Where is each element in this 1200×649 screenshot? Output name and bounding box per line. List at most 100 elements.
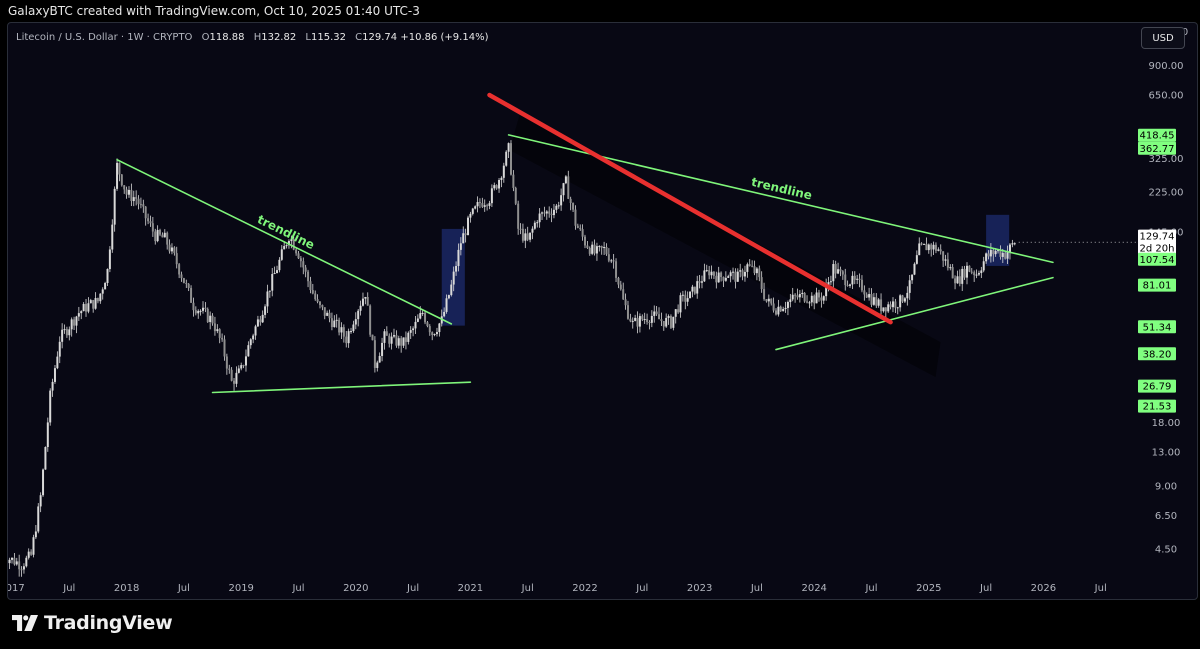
candle-body-18 bbox=[44, 447, 47, 470]
candle-body-40 bbox=[96, 298, 99, 302]
candle-body-422 bbox=[1008, 244, 1011, 253]
candle-body-94 bbox=[225, 356, 228, 369]
candle-body-84 bbox=[202, 307, 204, 311]
candle-body-192 bbox=[459, 243, 462, 250]
y-tick-label-3: 325.00 bbox=[1149, 154, 1184, 165]
candle-body-161 bbox=[385, 331, 388, 336]
candle-body-21 bbox=[51, 381, 54, 391]
candle-body-72 bbox=[173, 247, 176, 254]
candle-body-401 bbox=[958, 276, 961, 284]
candle-body-421 bbox=[1006, 252, 1009, 259]
x-tick-label-19: Jul bbox=[1094, 583, 1107, 594]
price-tag-bg-5 bbox=[1138, 278, 1176, 292]
candle-body-193 bbox=[462, 233, 465, 244]
candle-body-372 bbox=[889, 304, 892, 308]
x-tick-label-10: 2022 bbox=[572, 583, 597, 594]
candle-body-146 bbox=[350, 331, 353, 333]
candle-body-257 bbox=[615, 261, 618, 278]
candle-body-297 bbox=[710, 271, 713, 276]
candle-body-73 bbox=[175, 253, 178, 265]
candle-body-207 bbox=[495, 185, 498, 189]
candle-body-102 bbox=[244, 356, 247, 366]
candle-body-275 bbox=[658, 314, 661, 320]
candle-body-293 bbox=[700, 281, 703, 283]
candle-body-70 bbox=[168, 244, 171, 252]
candle-body-311 bbox=[743, 271, 746, 277]
candle-body-235 bbox=[562, 183, 565, 196]
candle-body-279 bbox=[667, 316, 670, 318]
candle-body-262 bbox=[626, 305, 629, 319]
price-tag-0: 418.45 bbox=[1140, 131, 1175, 142]
candle-body-150 bbox=[359, 305, 362, 311]
candle-body-357 bbox=[853, 275, 856, 280]
candle-body-402 bbox=[961, 268, 964, 284]
candle-body-129 bbox=[309, 281, 312, 291]
candle-body-157 bbox=[376, 362, 379, 368]
price-chart[interactable]: trendlinetrendline2017Jul2018Jul2019Jul2… bbox=[8, 23, 1197, 599]
candle-body-158 bbox=[378, 355, 381, 363]
y-tick-label-9: 6.50 bbox=[1155, 511, 1177, 522]
candle-body-234 bbox=[560, 195, 563, 206]
candle-body-101 bbox=[242, 365, 245, 367]
candle-body-384 bbox=[918, 243, 921, 256]
candle-body-59 bbox=[142, 204, 145, 207]
candle-body-109 bbox=[261, 314, 264, 323]
candle-body-232 bbox=[555, 205, 558, 210]
candle-body-203 bbox=[486, 205, 489, 207]
symbol-name[interactable]: Litecoin / U.S. Dollar · 1W · CRYPTO bbox=[16, 32, 193, 43]
candle-body-238 bbox=[569, 198, 572, 204]
candle-body-321 bbox=[767, 298, 770, 302]
candle-body-248 bbox=[593, 244, 596, 254]
candle-body-263 bbox=[629, 318, 632, 322]
candle-body-155 bbox=[371, 334, 374, 341]
candle-body-47 bbox=[113, 188, 116, 225]
candle-body-308 bbox=[736, 271, 739, 282]
candle-body-8 bbox=[20, 569, 23, 571]
chart-panel[interactable]: trendlinetrendline2017Jul2018Jul2019Jul2… bbox=[7, 22, 1198, 600]
candle-body-392 bbox=[937, 249, 940, 251]
candle-body-315 bbox=[753, 266, 756, 274]
candle-body-112 bbox=[268, 290, 271, 292]
candle-body-144 bbox=[345, 336, 348, 344]
candle-body-133 bbox=[318, 301, 321, 305]
candle-body-44 bbox=[106, 269, 109, 284]
candle-body-100 bbox=[240, 365, 243, 369]
candle-body-162 bbox=[388, 335, 391, 344]
candle-body-302 bbox=[722, 277, 725, 281]
x-tick-label-12: 2023 bbox=[687, 583, 712, 594]
candle-body-306 bbox=[732, 271, 735, 273]
candle-body-134 bbox=[321, 304, 324, 308]
green-trendline-1 bbox=[211, 381, 472, 394]
candle-body-117 bbox=[280, 249, 283, 260]
candle-body-206 bbox=[493, 185, 496, 189]
candle-body-231 bbox=[552, 209, 555, 216]
candle-body-123 bbox=[295, 249, 298, 254]
candle-body-55 bbox=[132, 197, 135, 202]
candle-body-385 bbox=[920, 243, 923, 245]
candle-body-197 bbox=[471, 208, 474, 214]
candle-body-363 bbox=[868, 294, 871, 298]
candle-body-286 bbox=[684, 294, 687, 302]
candle-body-81 bbox=[194, 310, 197, 314]
candle-body-135 bbox=[323, 307, 326, 316]
price-tag-bg-4 bbox=[1138, 252, 1176, 266]
candle-body-11 bbox=[27, 551, 30, 558]
candle-body-74 bbox=[178, 264, 181, 275]
candle-body-49 bbox=[118, 162, 121, 175]
candle-body-383 bbox=[915, 255, 918, 264]
footer-brand[interactable]: TradingView bbox=[12, 612, 173, 634]
candle-body-83 bbox=[199, 310, 202, 312]
candle-body-138 bbox=[330, 318, 333, 328]
y-tick-label-4: 225.00 bbox=[1149, 187, 1184, 198]
candle-body-362 bbox=[865, 294, 868, 298]
candle-body-56 bbox=[135, 197, 138, 199]
currency-button[interactable]: USD bbox=[1141, 27, 1185, 49]
candle-body-7 bbox=[18, 561, 21, 570]
candle-body-151 bbox=[361, 298, 364, 306]
candle-body-221 bbox=[529, 232, 532, 240]
y-tick-label-7: 13.00 bbox=[1152, 448, 1181, 459]
candle-body-340 bbox=[813, 295, 816, 304]
candle-body-304 bbox=[727, 276, 730, 278]
low-label: L bbox=[305, 32, 311, 43]
